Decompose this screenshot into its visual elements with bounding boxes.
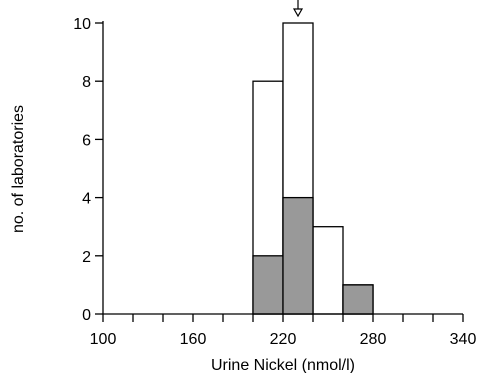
x-tick-label-100: 100 <box>90 331 117 348</box>
y-tick-label-4: 4 <box>82 191 91 208</box>
axes-group: 0 2 4 6 8 10 100 160 220 280 340 <box>73 16 476 348</box>
x-tick-label-160: 160 <box>180 331 207 348</box>
y-tick-label-0: 0 <box>82 307 91 324</box>
y-tick-label-8: 8 <box>82 74 91 91</box>
bar-s1-200-220 <box>252 255 284 315</box>
marker-arrow-head <box>292 8 304 18</box>
y-tick-label-10: 10 <box>73 16 91 33</box>
x-tick-label-340: 340 <box>450 331 477 348</box>
x-tick-label-220: 220 <box>270 331 297 348</box>
bar-s1-260-280 <box>342 284 374 315</box>
x-axis-label: Urine Nickel (nmol/l) <box>211 357 355 373</box>
bars-group <box>252 22 374 315</box>
bar-s1-220-240 <box>282 196 314 315</box>
marker-group <box>292 0 304 18</box>
y-tick-label-6: 6 <box>82 132 91 149</box>
x-tick-label-280: 280 <box>360 331 387 348</box>
y-axis-label: no. of laboratories <box>10 105 27 233</box>
bar-s0-240-260 <box>312 226 344 315</box>
y-tick-label-2: 2 <box>82 249 91 266</box>
